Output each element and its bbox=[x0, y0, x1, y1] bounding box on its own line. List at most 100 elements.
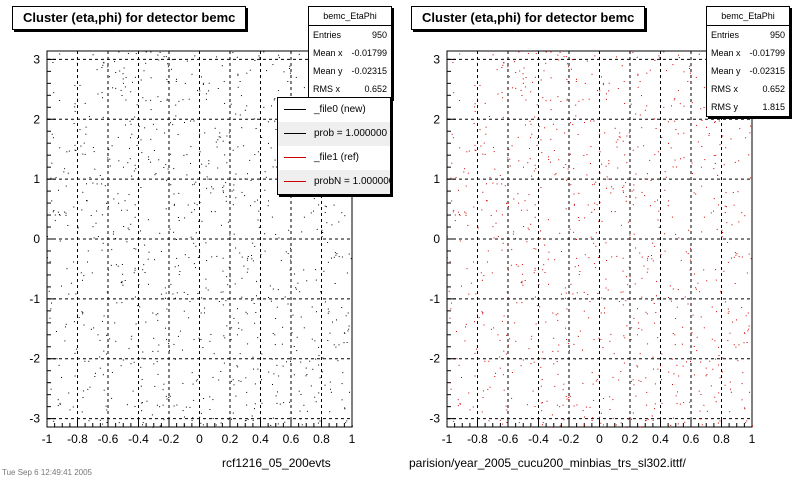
data-point bbox=[341, 399, 343, 401]
data-point bbox=[256, 295, 257, 297]
data-point bbox=[199, 252, 201, 254]
data-point bbox=[547, 258, 549, 260]
data-point bbox=[530, 223, 532, 225]
data-point bbox=[705, 375, 707, 377]
data-point bbox=[654, 201, 656, 203]
data-point bbox=[517, 136, 519, 138]
data-point bbox=[166, 308, 168, 310]
data-point bbox=[151, 414, 153, 416]
data-point bbox=[211, 211, 212, 213]
data-point bbox=[650, 205, 651, 207]
data-point bbox=[298, 390, 300, 392]
data-point bbox=[637, 366, 639, 368]
data-point bbox=[172, 293, 174, 295]
data-point bbox=[178, 100, 180, 102]
data-point bbox=[57, 211, 59, 213]
data-point bbox=[688, 229, 690, 231]
data-point bbox=[338, 221, 340, 223]
data-point bbox=[121, 95, 123, 96]
data-point bbox=[633, 384, 635, 386]
data-point bbox=[214, 127, 216, 129]
left-scatter-plot: -1 -0.8 -0.6 -0.4 -0.2 0 0.2 0.4 0.6 0.8 1-3-2-101… bbox=[29, 50, 356, 446]
data-point bbox=[727, 312, 729, 314]
data-point bbox=[593, 263, 595, 265]
data-point bbox=[647, 343, 649, 345]
data-point bbox=[726, 206, 727, 208]
data-point bbox=[255, 312, 257, 313]
data-point bbox=[526, 209, 528, 211]
data-point bbox=[115, 340, 117, 342]
data-point bbox=[148, 251, 150, 253]
data-point bbox=[614, 127, 616, 129]
data-point bbox=[695, 193, 697, 195]
data-point bbox=[223, 185, 225, 187]
data-point bbox=[516, 302, 518, 304]
data-point bbox=[531, 175, 533, 177]
data-point bbox=[608, 160, 610, 162]
data-point bbox=[557, 319, 559, 321]
data-point bbox=[205, 278, 207, 280]
data-point bbox=[174, 203, 175, 205]
data-point bbox=[344, 407, 346, 409]
data-point bbox=[212, 399, 214, 401]
data-point bbox=[284, 421, 286, 423]
data-point bbox=[732, 192, 734, 193]
data-point bbox=[532, 390, 534, 392]
data-point bbox=[746, 342, 748, 343]
data-point bbox=[572, 293, 574, 295]
data-point bbox=[679, 403, 681, 405]
data-point bbox=[204, 132, 206, 134]
data-point bbox=[567, 66, 569, 68]
y-tick-label: -1 bbox=[429, 292, 440, 306]
data-point bbox=[697, 282, 699, 284]
data-point bbox=[562, 389, 564, 391]
data-point bbox=[219, 132, 221, 134]
data-point bbox=[479, 129, 481, 131]
data-point bbox=[481, 209, 483, 211]
data-point bbox=[315, 401, 317, 403]
data-point bbox=[158, 59, 160, 61]
data-point bbox=[625, 182, 627, 184]
data-point bbox=[595, 232, 597, 234]
data-point bbox=[533, 170, 535, 172]
data-point bbox=[258, 55, 260, 57]
data-point bbox=[501, 183, 503, 185]
data-point bbox=[134, 216, 136, 218]
data-point bbox=[641, 277, 643, 279]
data-point bbox=[238, 380, 240, 382]
data-point bbox=[244, 178, 246, 180]
data-point bbox=[501, 320, 503, 322]
data-point bbox=[184, 82, 186, 84]
data-point bbox=[745, 315, 747, 317]
data-point bbox=[183, 310, 185, 312]
data-point bbox=[677, 423, 679, 425]
data-point bbox=[273, 99, 275, 101]
data-point bbox=[92, 226, 94, 228]
data-point bbox=[715, 401, 717, 403]
data-point bbox=[747, 330, 749, 332]
data-point bbox=[536, 104, 538, 106]
data-point bbox=[700, 108, 702, 110]
data-point bbox=[607, 178, 609, 180]
data-point bbox=[86, 200, 88, 202]
x-tick-label: -0.6 bbox=[98, 432, 119, 446]
data-point bbox=[236, 365, 238, 367]
data-point bbox=[512, 87, 514, 89]
data-point bbox=[80, 145, 82, 147]
data-point bbox=[331, 257, 332, 259]
data-point bbox=[260, 253, 262, 255]
data-point bbox=[51, 162, 53, 164]
data-point bbox=[640, 380, 642, 382]
data-point bbox=[658, 55, 660, 57]
data-point bbox=[165, 164, 167, 166]
data-point bbox=[152, 312, 154, 314]
data-point bbox=[718, 120, 720, 122]
data-point bbox=[275, 318, 277, 319]
data-point bbox=[239, 252, 241, 254]
data-point bbox=[82, 191, 84, 193]
data-point bbox=[590, 236, 592, 238]
data-point bbox=[313, 198, 315, 200]
data-point bbox=[601, 297, 603, 299]
data-point bbox=[623, 426, 625, 428]
data-point bbox=[278, 54, 280, 56]
